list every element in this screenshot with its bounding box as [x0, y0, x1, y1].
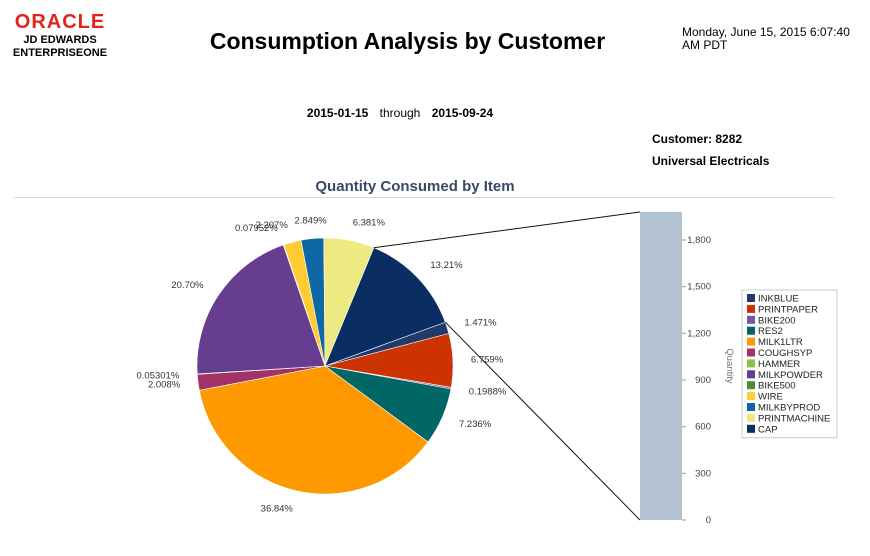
legend-label-bike500: BIKE500 — [758, 381, 796, 392]
y-tick-label: 1,800 — [687, 235, 711, 246]
legend-swatch-cap — [747, 424, 755, 433]
legend-swatch-hammer — [747, 359, 755, 368]
y-axis-title: Quantity — [724, 348, 735, 384]
slice-label-milkpowder: 20.70% — [171, 280, 204, 291]
connector-top — [373, 211, 641, 249]
exploded-bar-fill — [640, 212, 682, 520]
exploded-bar: 0 300 600 900 1,200 1,500 1,800 Quantity — [640, 212, 735, 526]
legend-box — [741, 289, 838, 439]
legend-swatch-milkpowder — [747, 370, 755, 379]
slice-label-inkblue: 1.471% — [464, 318, 497, 329]
legend-label-cap: CAP — [758, 424, 778, 435]
through-label: through — [379, 106, 421, 120]
legend-swatch-printmachine — [747, 413, 755, 422]
slice-label-wire: 2.207% — [256, 220, 289, 231]
slice-label-coughsyp: 2.008% — [148, 380, 181, 391]
title-divider — [14, 197, 834, 198]
legend-label-milkbyprod: MILKBYPROD — [758, 403, 820, 414]
legend-label-bike200: BIKE200 — [758, 315, 796, 326]
legend-swatch-res2 — [747, 326, 755, 335]
legend-label-milkpowder: MILKPOWDER — [758, 370, 823, 381]
timestamp-line1: Monday, June 15, 2015 6:07:40 — [682, 25, 850, 39]
slice-label-milkbyprod: 2.849% — [294, 216, 327, 227]
legend-swatch-bike500 — [747, 381, 755, 390]
slice-labels: 1.471%6.759%0.1988%7.236%36.84%2.008%0.0… — [137, 216, 507, 515]
customer-block: Customer: 8282 Universal Electricals — [652, 128, 769, 172]
slice-label-printmachine: 6.381% — [353, 218, 386, 229]
slice-label-cap: 13.21% — [430, 260, 463, 271]
y-tick-label: 300 — [695, 468, 711, 479]
report-timestamp: Monday, June 15, 2015 6:07:40 AM PDT — [682, 26, 867, 52]
date-from: 2015-01-15 — [306, 106, 369, 120]
legend-label-milk1ltr: MILK1LTR — [758, 337, 803, 348]
pie-slice-milk1ltr[interactable] — [198, 365, 429, 495]
y-tick-label: 0 — [706, 515, 711, 526]
legend-swatch-coughsyp — [747, 348, 755, 357]
slice-label-printpaper: 6.759% — [471, 355, 504, 366]
slice-label-hammer: 0.05301% — [137, 370, 180, 381]
customer-name: Universal Electricals — [652, 154, 770, 168]
legend-swatch-printpaper — [747, 304, 755, 313]
legend-label-hammer: HAMMER — [758, 359, 800, 370]
slice-label-res2: 7.236% — [459, 419, 492, 430]
legend-label-inkblue: INKBLUE — [758, 294, 799, 305]
logo-line-jd-edwards: JD EDWARDS — [23, 34, 97, 46]
date-to: 2015-09-24 — [431, 106, 494, 120]
pie-slice-milkpowder[interactable] — [196, 244, 326, 375]
timestamp-line2: AM PDT — [682, 38, 728, 52]
connector-bottom — [444, 321, 641, 521]
legend-swatch-wire — [747, 392, 755, 401]
legend-swatch-bike200 — [747, 315, 755, 324]
legend-label-res2: RES2 — [758, 326, 783, 337]
customer-label: Customer: — [652, 132, 713, 146]
date-range: 2015-01-15 through 2015-09-24 — [280, 106, 520, 120]
legend-swatch-milkbyprod — [747, 403, 755, 411]
pie-slice-cap[interactable] — [324, 247, 446, 367]
chart-legend: INKBLUEPRINTPAPERBIKE200RES2MILK1LTRCOUG… — [741, 289, 838, 439]
logo-oracle-wordmark: ORACLE — [14, 11, 106, 33]
report-title: Consumption Analysis by Customer — [209, 28, 606, 54]
legend-label-wire: WIRE — [758, 392, 783, 403]
y-tick-label: 1,500 — [687, 282, 711, 293]
legend-label-printmachine: PRINTMACHINE — [758, 413, 830, 424]
slice-label-bike500: 0.07952% — [235, 223, 278, 234]
y-tick-label: 600 — [695, 422, 711, 433]
pie-slices — [196, 237, 454, 495]
legend-label-coughsyp: COUGHSYP — [758, 348, 812, 359]
slice-label-bike200: 0.1988% — [469, 386, 507, 397]
legend-swatch-milk1ltr — [747, 337, 755, 346]
explode-connectors — [373, 211, 641, 521]
y-tick-label: 900 — [695, 375, 711, 386]
y-tick-label: 1,200 — [687, 328, 711, 339]
customer-line: Customer: 8282 — [652, 128, 769, 150]
logo-line-enterpriseone: ENTERPRISEONE — [12, 47, 108, 59]
slice-label-milk1ltr: 36.84% — [261, 503, 294, 514]
chart-title: Quantity Consumed by Item — [315, 178, 515, 195]
legend-swatch-inkblue — [747, 294, 755, 302]
customer-number: 8282 — [715, 132, 743, 146]
legend-label-printpaper: PRINTPAPER — [758, 304, 818, 315]
oracle-jde-logo: ORACLE JD EDWARDS ENTERPRISEONE — [10, 12, 110, 60]
